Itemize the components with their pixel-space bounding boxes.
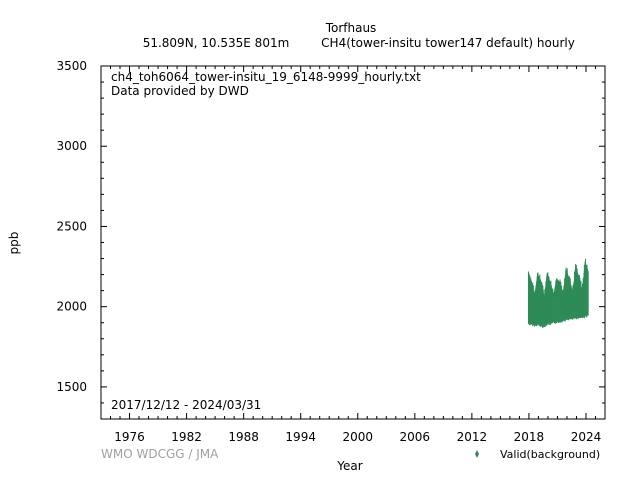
- y-axis-label: ppb: [7, 232, 21, 255]
- x-tick-label: 1976: [114, 430, 145, 444]
- legend: Valid(background): [475, 448, 600, 461]
- y-axis-ticks: 1500 2000 2500 3000 3500: [56, 59, 605, 404]
- legend-label: Valid(background): [500, 448, 600, 461]
- data-layer: [527, 258, 589, 328]
- x-axis-ticks: 1976 1982 1988 1994 2000 2006 2012 2018 2024: [100, 66, 606, 444]
- x-tick-label: 1994: [285, 430, 316, 444]
- dataset-subtitle: CH4(tower-insitu tower147 default) hourl…: [321, 36, 575, 50]
- x-tick-label: 2018: [514, 430, 545, 444]
- x-tick-label: 1982: [171, 430, 202, 444]
- period-annotation: 2017/12/12 - 2024/03/31: [111, 398, 261, 412]
- y-tick-label: 2500: [56, 219, 87, 233]
- y-tick-label: 1500: [56, 380, 87, 394]
- provider-annotation: Data provided by DWD: [111, 84, 249, 98]
- y-tick-label: 2000: [56, 300, 87, 314]
- credit-text: WMO WDCGG / JMA: [101, 447, 219, 461]
- x-axis-label: Year: [336, 459, 362, 473]
- legend-marker-diamond: [475, 450, 479, 458]
- y-tick-label: 3000: [56, 139, 87, 153]
- x-tick-label: 2006: [400, 430, 431, 444]
- x-tick-label: 2024: [571, 430, 602, 444]
- x-tick-label: 2000: [342, 430, 373, 444]
- filename-annotation: ch4_toh6064_tower-insitu_19_6148-9999_ho…: [111, 70, 421, 84]
- x-tick-label: 2012: [457, 430, 488, 444]
- station-title: Torfhaus: [325, 21, 377, 35]
- location-subtitle: 51.809N, 10.535E 801m: [143, 36, 290, 50]
- plot-frame: [100, 65, 606, 420]
- x-tick-label: 1988: [228, 430, 259, 444]
- y-tick-label: 3500: [56, 59, 87, 73]
